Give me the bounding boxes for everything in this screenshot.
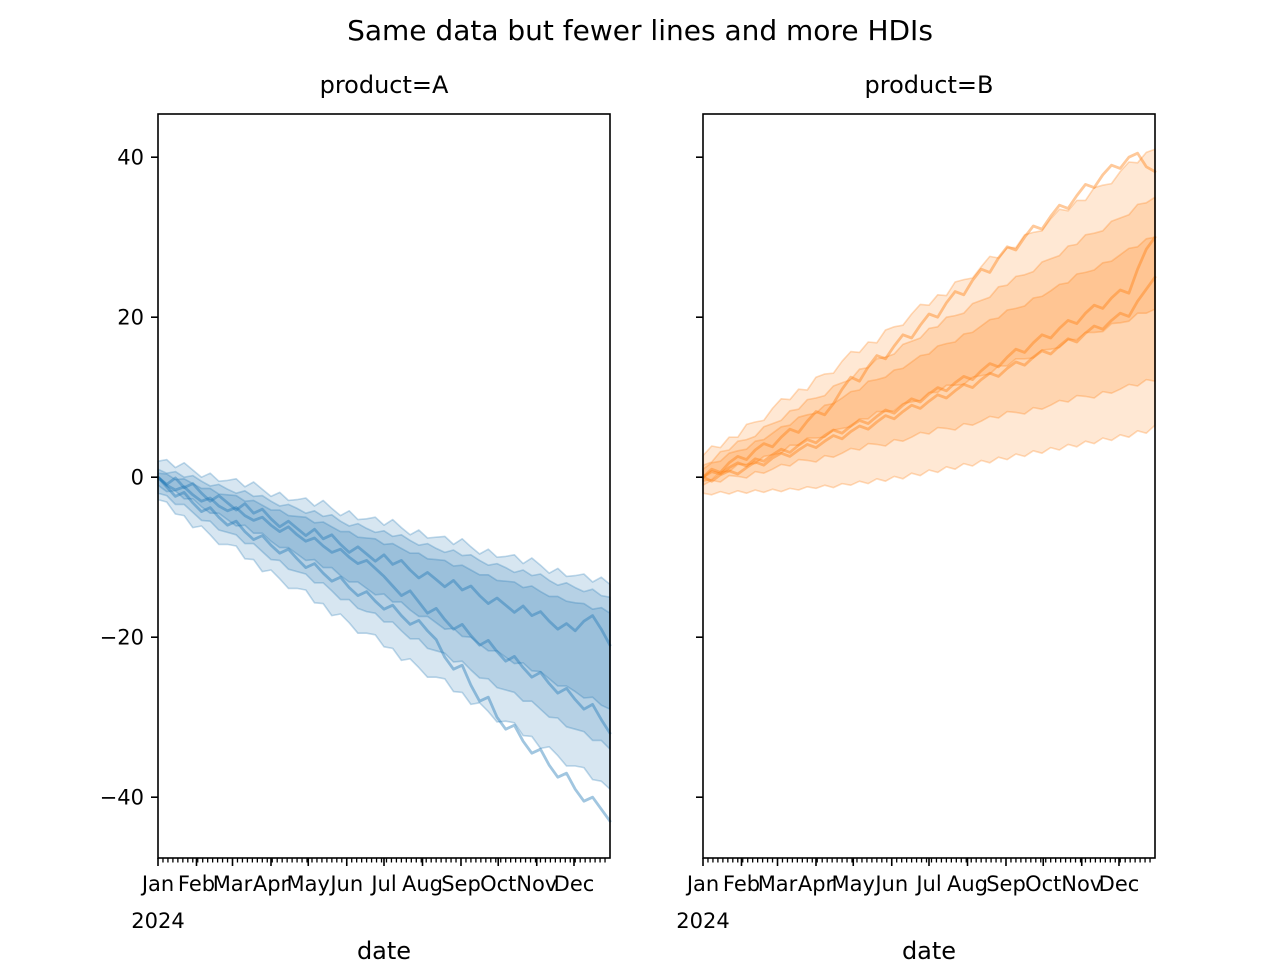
x-tick-label: Aug (402, 872, 443, 896)
subplot-a-title: product=A (319, 71, 449, 99)
subplot-b-xlabel: date (901, 937, 957, 960)
x-tick-label: Nov (516, 872, 557, 896)
x-tick-label: Nov (1061, 872, 1102, 896)
x-tick-label: Jan (685, 872, 719, 896)
x-tick-label: Dec (1099, 872, 1140, 896)
x-tick-label: Aug (947, 872, 988, 896)
x-tick-year-label: 2024 (676, 909, 729, 933)
x-tick-year-label: 2024 (131, 909, 184, 933)
x-tick-label: May (832, 872, 875, 896)
sample-line-2 (701, 275, 1157, 483)
x-tick-label: May (287, 872, 330, 896)
x-tick-label: Sep (441, 872, 481, 896)
x-tick-label: Mar (213, 872, 253, 896)
x-tick-label: Apr (253, 872, 290, 896)
sample-line-1 (156, 475, 612, 647)
x-tick-label: Oct (480, 872, 516, 896)
x-tick-label: Feb (178, 872, 215, 896)
y-tick-label: −40 (100, 786, 144, 810)
sample-line-3 (701, 151, 1157, 479)
x-tick-label: Feb (723, 872, 760, 896)
y-tick-label: −20 (100, 626, 144, 650)
subplot-b-title: product=B (864, 71, 994, 99)
y-tick-label: 0 (131, 466, 144, 490)
x-tick-label: Jul (369, 872, 396, 896)
subplot-a-xlabel: date (356, 937, 412, 960)
x-tick-label: Mar (758, 872, 798, 896)
y-tick-label: 20 (117, 306, 144, 330)
x-tick-label: Apr (798, 872, 835, 896)
x-tick-label: Jul (914, 872, 941, 896)
x-tick-label: Oct (1025, 872, 1061, 896)
x-tick-label: Jun (328, 872, 363, 896)
sample-line-2 (156, 475, 612, 735)
x-tick-label: Jan (140, 872, 174, 896)
x-tick-label: Jun (873, 872, 908, 896)
sample-line-3 (156, 475, 612, 823)
figure-suptitle: Same data but fewer lines and more HDIs (347, 14, 933, 47)
sample-line-1 (701, 235, 1157, 479)
y-tick-label: 40 (117, 146, 144, 170)
x-tick-label: Sep (986, 872, 1026, 896)
x-tick-label: Dec (554, 872, 595, 896)
